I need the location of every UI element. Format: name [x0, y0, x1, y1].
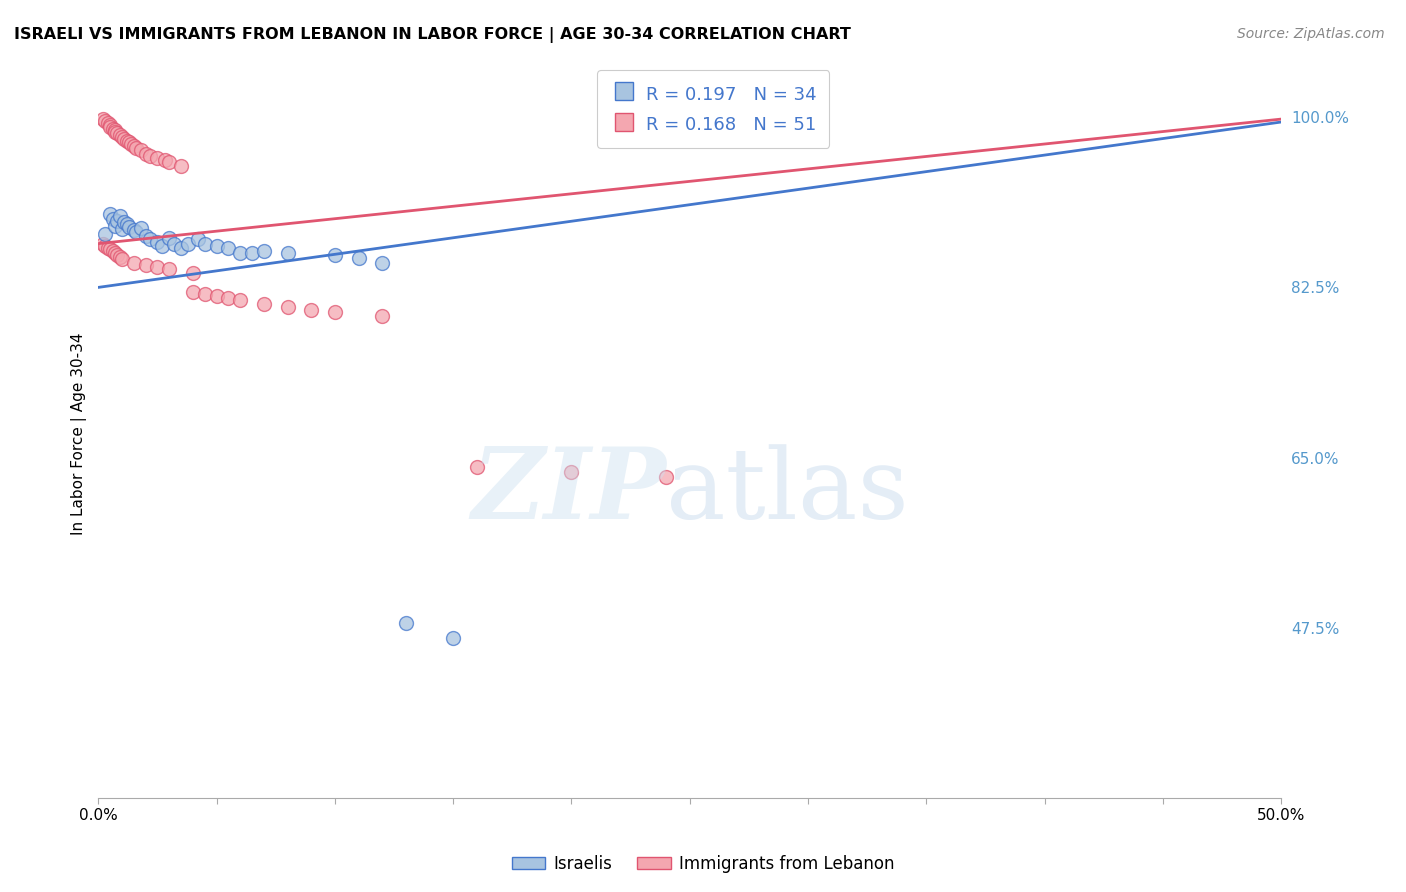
- Point: [101, 121, 124, 136]
- Legend: Israelis, Immigrants from Lebanon: Israelis, Immigrants from Lebanon: [505, 848, 901, 880]
- Point: [122, 223, 145, 237]
- Point: [229, 246, 252, 260]
- Point: [101, 212, 124, 227]
- Point: [253, 244, 276, 259]
- Point: [104, 219, 127, 233]
- Point: [97, 240, 120, 254]
- Point: [277, 246, 299, 260]
- Point: [98, 118, 121, 132]
- Point: [98, 207, 121, 221]
- Point: [146, 151, 169, 165]
- Point: [105, 214, 128, 228]
- Point: [112, 215, 135, 229]
- Point: [323, 304, 346, 318]
- Point: [129, 221, 152, 235]
- Point: [94, 114, 117, 128]
- Point: [125, 141, 148, 155]
- Point: [217, 242, 239, 256]
- Point: [299, 302, 322, 317]
- Point: [135, 147, 157, 161]
- Point: [139, 232, 162, 246]
- Point: [560, 465, 582, 479]
- Point: [177, 236, 200, 251]
- Point: [108, 250, 131, 264]
- Point: [91, 236, 114, 251]
- Point: [104, 125, 127, 139]
- Point: [371, 256, 394, 270]
- Point: [104, 246, 127, 260]
- Point: [135, 258, 157, 272]
- Point: [98, 120, 121, 134]
- Text: atlas: atlas: [666, 443, 908, 540]
- Point: [122, 139, 145, 153]
- Point: [146, 260, 169, 274]
- Point: [163, 236, 186, 251]
- Point: [118, 136, 141, 150]
- Point: [655, 470, 678, 484]
- Point: [97, 116, 120, 130]
- Text: Source: ZipAtlas.com: Source: ZipAtlas.com: [1237, 27, 1385, 41]
- Point: [240, 246, 263, 260]
- Point: [115, 134, 138, 148]
- Point: [94, 227, 117, 241]
- Point: [181, 285, 204, 300]
- Point: [139, 149, 162, 163]
- Point: [118, 220, 141, 235]
- Point: [153, 153, 176, 167]
- Point: [347, 251, 370, 265]
- Point: [395, 615, 418, 630]
- Point: [146, 235, 169, 249]
- Point: [465, 460, 488, 475]
- Point: [129, 143, 152, 157]
- Point: [157, 155, 180, 169]
- Point: [94, 238, 117, 252]
- Point: [253, 297, 276, 311]
- Point: [125, 225, 148, 239]
- Point: [104, 123, 127, 137]
- Point: [112, 131, 135, 145]
- Point: [91, 112, 114, 127]
- Point: [108, 128, 131, 142]
- Legend: R = 0.197   N = 34, R = 0.168   N = 51: R = 0.197 N = 34, R = 0.168 N = 51: [598, 70, 830, 148]
- Point: [371, 309, 394, 323]
- Point: [187, 232, 209, 246]
- Text: ZIP: ZIP: [471, 443, 666, 540]
- Point: [157, 261, 180, 276]
- Point: [323, 248, 346, 262]
- Point: [229, 293, 252, 307]
- Point: [115, 217, 138, 231]
- Point: [122, 256, 145, 270]
- Point: [108, 210, 131, 224]
- Point: [194, 287, 217, 301]
- Point: [157, 231, 180, 245]
- Point: [205, 238, 228, 252]
- Point: [101, 244, 124, 259]
- Point: [105, 248, 128, 262]
- Point: [98, 243, 121, 257]
- Y-axis label: In Labor Force | Age 30-34: In Labor Force | Age 30-34: [72, 332, 87, 534]
- Point: [135, 228, 157, 243]
- Point: [441, 631, 464, 645]
- Point: [277, 300, 299, 314]
- Point: [205, 289, 228, 303]
- Point: [105, 126, 128, 140]
- Text: ISRAELI VS IMMIGRANTS FROM LEBANON IN LABOR FORCE | AGE 30-34 CORRELATION CHART: ISRAELI VS IMMIGRANTS FROM LEBANON IN LA…: [14, 27, 851, 43]
- Point: [111, 129, 134, 144]
- Point: [194, 236, 217, 251]
- Point: [181, 266, 204, 280]
- Point: [111, 252, 134, 267]
- Point: [121, 137, 143, 152]
- Point: [150, 238, 173, 252]
- Point: [170, 242, 193, 256]
- Point: [170, 159, 193, 173]
- Point: [217, 291, 239, 305]
- Point: [111, 222, 134, 236]
